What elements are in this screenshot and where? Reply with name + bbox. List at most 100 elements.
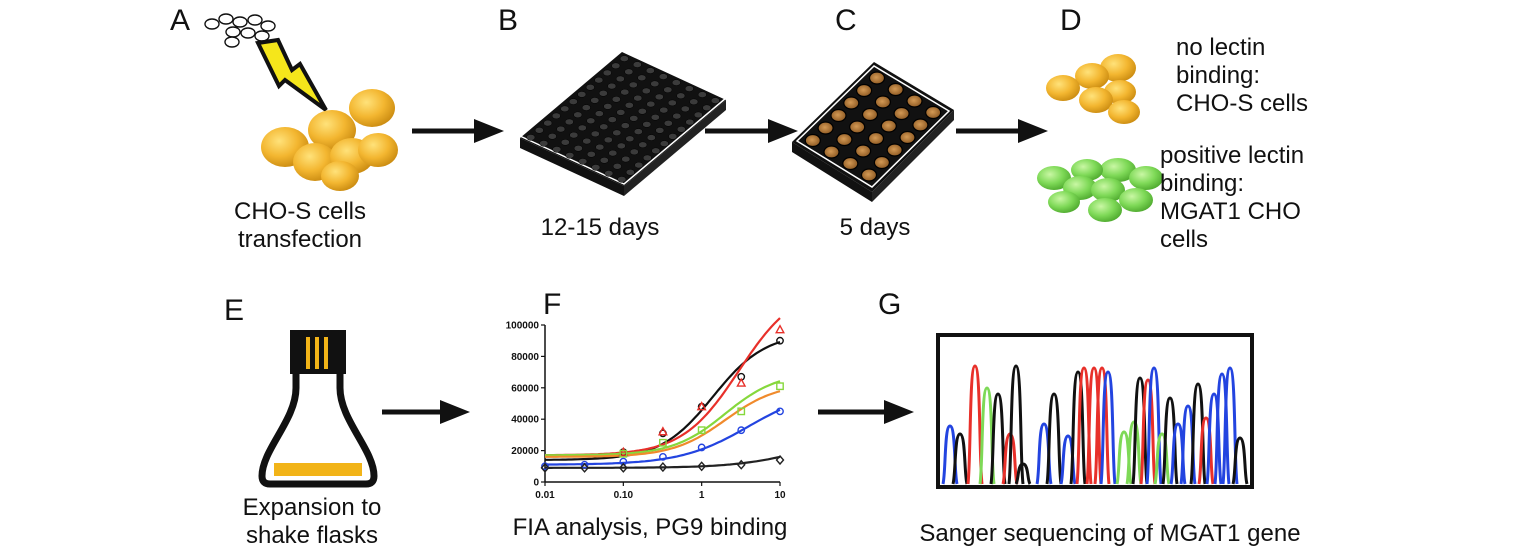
data-point-s3 <box>697 426 706 435</box>
panel-d-bottom-line3: MGAT1 CHO <box>1160 198 1301 225</box>
arrow-c-to-d <box>956 119 1048 143</box>
plate-well <box>651 147 661 155</box>
plate-well <box>637 108 647 115</box>
plate-well <box>887 82 904 97</box>
plate-well <box>843 96 860 110</box>
plate-well <box>590 130 600 138</box>
plate-well <box>638 141 648 149</box>
panel-letter-b: B <box>498 4 519 37</box>
y-tick-label: 60000 <box>511 383 539 394</box>
plate-well <box>912 118 929 132</box>
plate-well <box>560 105 570 113</box>
panel-letter-d: D <box>1060 4 1082 37</box>
chromatogram-peak <box>966 364 984 485</box>
arrow-b-to-c <box>705 119 798 143</box>
plate-well <box>620 122 630 129</box>
24-well-plate-icon <box>792 62 954 202</box>
plate-well <box>590 97 600 104</box>
lightning-bolt-icon <box>255 37 328 112</box>
data-point-s4 <box>580 460 589 469</box>
panel-a-caption: CHO-S cells transfection <box>230 198 370 254</box>
plate-well <box>578 158 588 165</box>
data-point-s2 <box>657 426 668 436</box>
chromatogram-peak <box>989 392 1007 485</box>
data-point-s4 <box>776 407 784 416</box>
panel-letter-a: A <box>170 4 191 37</box>
panel-g-caption: Sanger sequencing of MGAT1 gene <box>919 520 1301 547</box>
plasmid-bubbles-icon <box>204 13 276 48</box>
arrow-a-to-b <box>412 119 504 143</box>
panel-d-bottom-line2: binding: <box>1160 170 1245 197</box>
chromatogram-peak <box>1007 364 1025 485</box>
plate-well <box>543 119 553 127</box>
plate-well <box>680 105 690 113</box>
96-well-plate-icon <box>518 49 728 196</box>
plate-well <box>612 163 622 170</box>
plate-well <box>642 154 652 162</box>
plate-well <box>671 79 681 86</box>
plate-well <box>646 100 656 108</box>
shake-flask-icon <box>258 330 378 488</box>
plate-well <box>617 176 627 183</box>
plate-well <box>693 111 703 119</box>
chromatogram-peak <box>1189 382 1207 485</box>
plate-well <box>619 55 629 62</box>
plate-well <box>591 164 601 171</box>
panel-d-bottom-line4: cells <box>1160 226 1209 253</box>
data-point-s5 <box>658 462 668 473</box>
plate-well <box>804 133 821 148</box>
plate-well <box>568 98 578 105</box>
plate-well <box>854 144 872 158</box>
plate-well <box>625 169 635 176</box>
plate-well <box>836 132 853 147</box>
chromatogram-peak <box>1045 392 1063 485</box>
plate-well <box>620 88 630 96</box>
plate-well <box>585 84 595 91</box>
y-tick-label: 40000 <box>511 415 539 426</box>
plate-well <box>899 130 916 145</box>
data-point-s5 <box>736 459 746 470</box>
plate-well <box>645 67 655 74</box>
plate-well <box>586 117 596 125</box>
plate-well <box>625 135 635 143</box>
data-point-s5 <box>697 461 707 472</box>
plate-well <box>830 108 847 123</box>
plate-well <box>586 151 596 158</box>
plate-well <box>565 152 575 159</box>
plate-well <box>624 102 634 109</box>
fit-curve-4 <box>545 390 781 458</box>
y-tick-label: 100000 <box>506 321 540 332</box>
data-point-s5 <box>775 454 785 466</box>
plate-well <box>925 105 942 120</box>
plate-well <box>607 82 617 90</box>
panel-f-caption: FIA analysis, PG9 binding <box>512 514 788 541</box>
chromatogram-peak <box>1085 366 1103 485</box>
plate-well <box>650 114 660 121</box>
plate-well <box>629 115 639 122</box>
chromatogram-peak <box>1014 462 1032 485</box>
plate-well <box>539 140 549 147</box>
plate-well <box>534 127 544 134</box>
x-tick-label: 10 <box>774 490 786 501</box>
plate-well <box>697 91 707 98</box>
plate-well <box>611 62 621 70</box>
panel-e-caption-line2: shake flasks <box>245 522 379 549</box>
plate-well <box>710 97 720 104</box>
plate-well <box>604 170 614 177</box>
sanger-chromatogram <box>936 333 1254 489</box>
plate-well <box>860 168 878 182</box>
plate-well <box>581 104 591 111</box>
data-point-s4 <box>737 426 746 435</box>
chromatogram-peak <box>1069 370 1087 485</box>
panel-d-positive-binding-label: positive lectin binding: MGAT1 CHO cells <box>1160 142 1304 254</box>
panel-e-caption-line1: Expansion to <box>242 494 382 521</box>
panel-d-bottom-line1: positive lectin <box>1160 142 1305 169</box>
plate-well <box>650 80 660 88</box>
chromatogram-peak <box>1231 436 1249 485</box>
cho-s-cells-yellow-cluster <box>1046 54 1140 124</box>
chromatogram-peak <box>1099 370 1117 485</box>
data-point-s3 <box>659 438 667 447</box>
plate-well <box>633 94 643 102</box>
